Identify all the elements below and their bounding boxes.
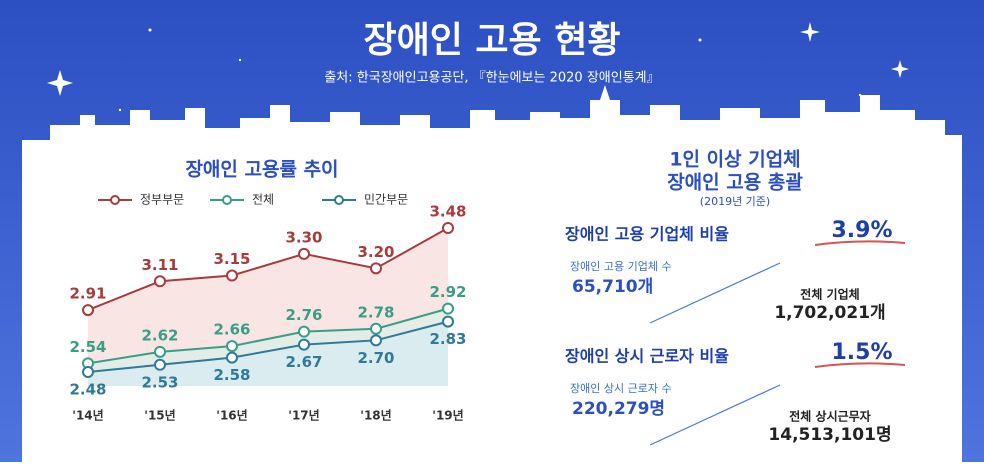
data-label: 2.91 <box>69 285 106 303</box>
point <box>155 347 165 357</box>
x-tick-label: '19년 <box>432 409 463 423</box>
data-label: 2.83 <box>429 330 466 348</box>
part-label: 장애인 상시 근로자 수 <box>570 382 672 395</box>
point <box>371 263 381 273</box>
data-label: 3.11 <box>141 256 178 274</box>
data-label: 2.92 <box>429 283 466 301</box>
part-value: 65,710개 <box>572 277 653 297</box>
legend-marker <box>335 196 343 204</box>
point <box>371 324 381 334</box>
stat-label: 장애인 고용 기업체 비율 <box>565 225 729 244</box>
x-tick-label: '16년 <box>216 409 247 423</box>
chart-title: 장애인 고용률 추이 <box>185 159 338 181</box>
page-title: 장애인 고용 현황 <box>364 20 621 61</box>
stat-value: 1.5% <box>831 340 892 365</box>
stat-value: 3.9% <box>831 218 892 243</box>
point <box>155 276 165 286</box>
point <box>443 223 453 233</box>
data-label: 2.58 <box>213 366 250 384</box>
data-label: 2.62 <box>141 326 178 344</box>
point <box>227 341 237 351</box>
data-label: 2.67 <box>285 353 322 371</box>
summary-heading: 장애인 고용 총괄 <box>667 172 803 194</box>
data-label: 2.53 <box>141 373 178 391</box>
legend-marker <box>111 196 119 204</box>
data-label: 3.20 <box>357 243 394 261</box>
point <box>83 305 93 315</box>
part-label: 장애인 고용 기업체 수 <box>570 260 672 273</box>
legend-marker <box>223 196 231 204</box>
infographic: 장애인 고용 현황 출처: 한국장애인고용공단, 『한눈에보는 2020 장애인… <box>0 0 984 462</box>
legend-label: 전체 <box>252 193 274 207</box>
point <box>443 304 453 314</box>
data-label: 2.78 <box>357 303 394 321</box>
stat-label: 장애인 상시 근로자 비율 <box>565 347 729 366</box>
point <box>299 340 309 350</box>
legend-label: 정부부문 <box>140 193 184 207</box>
x-tick-label: '17년 <box>288 409 319 423</box>
point <box>227 271 237 281</box>
data-label: 2.48 <box>69 381 106 399</box>
data-label: 2.66 <box>213 321 250 339</box>
x-tick-label: '15년 <box>144 409 175 423</box>
summary-heading: 1인 이상 기업체 <box>669 149 800 171</box>
legend-label: 민간부문 <box>364 193 408 207</box>
data-label: 2.70 <box>357 349 394 367</box>
total-value: 1,702,021개 <box>774 303 885 323</box>
total-value: 14,513,101명 <box>768 425 891 445</box>
point <box>299 327 309 337</box>
point <box>443 317 453 327</box>
data-label: 2.76 <box>285 306 322 324</box>
page: 장애인 고용 현황 출처: 한국장애인고용공단, 『한눈에보는 2020 장애인… <box>0 0 984 462</box>
x-tick-label: '14년 <box>72 409 103 423</box>
data-label: 3.30 <box>285 228 322 246</box>
point <box>371 335 381 345</box>
total-label: 전체 기업체 <box>800 287 859 302</box>
total-label: 전체 상시근무자 <box>789 409 870 424</box>
x-tick-label: '18년 <box>360 409 391 423</box>
data-label: 2.54 <box>69 338 106 356</box>
part-value: 220,279명 <box>572 399 665 419</box>
point <box>299 249 309 259</box>
data-label: 3.48 <box>429 203 466 221</box>
point <box>83 367 93 377</box>
source: 출처: 한국장애인고용공단, 『한눈에보는 2020 장애인통계』 <box>324 71 659 86</box>
data-label: 3.15 <box>213 250 250 268</box>
point <box>155 360 165 370</box>
point <box>227 353 237 363</box>
summary-basis: (2019년 기준) <box>700 195 770 208</box>
